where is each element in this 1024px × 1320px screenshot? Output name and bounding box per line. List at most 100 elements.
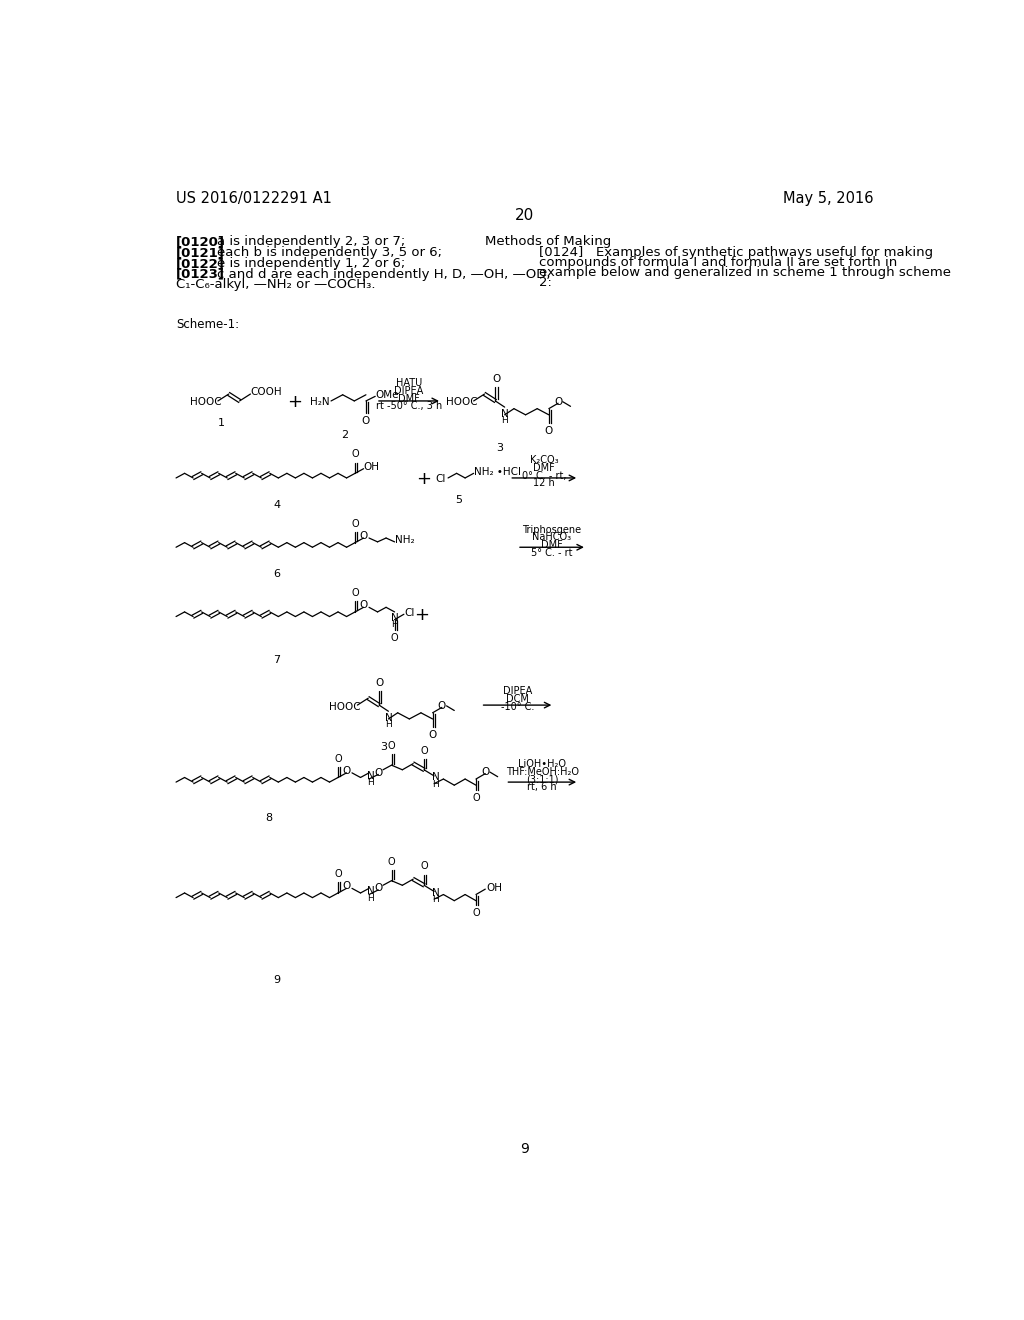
Text: Cl: Cl: [435, 474, 446, 484]
Text: O: O: [388, 742, 395, 751]
Text: NH₂: NH₂: [394, 536, 415, 545]
Text: DMF: DMF: [398, 393, 420, 404]
Text: O: O: [472, 793, 480, 803]
Text: O: O: [376, 678, 384, 688]
Text: DIPEA: DIPEA: [503, 686, 532, 696]
Text: 1: 1: [217, 418, 224, 428]
Text: DMF: DMF: [541, 540, 563, 550]
Text: +: +: [417, 470, 431, 488]
Text: O: O: [351, 519, 358, 529]
Text: 4: 4: [273, 499, 281, 510]
Text: O: O: [545, 425, 553, 436]
Text: rt, 6 h: rt, 6 h: [527, 783, 557, 792]
Text: O: O: [334, 754, 342, 763]
Text: OH: OH: [364, 462, 380, 473]
Text: H: H: [368, 779, 374, 787]
Text: O: O: [420, 746, 428, 756]
Text: 7: 7: [273, 655, 281, 665]
Text: +: +: [415, 606, 429, 624]
Text: H: H: [385, 719, 392, 729]
Text: O: O: [437, 701, 446, 711]
Text: K₂CO₃: K₂CO₃: [529, 455, 558, 465]
Text: 9: 9: [520, 1142, 529, 1156]
Text: compounds of formula I and formula II are set forth in: compounds of formula I and formula II ar…: [539, 256, 897, 269]
Text: N: N: [432, 772, 439, 783]
Text: 0° C. - rt,: 0° C. - rt,: [522, 471, 566, 480]
Text: Scheme-1:: Scheme-1:: [176, 318, 240, 331]
Text: 9: 9: [273, 974, 281, 985]
Text: O: O: [361, 416, 370, 426]
Text: OMe: OMe: [375, 389, 398, 400]
Text: O: O: [351, 450, 358, 459]
Text: LiOH•H₂O: LiOH•H₂O: [518, 759, 566, 770]
Text: N: N: [385, 713, 392, 723]
Text: [0124]   Examples of synthetic pathways useful for making: [0124] Examples of synthetic pathways us…: [539, 246, 933, 259]
Text: N: N: [391, 614, 398, 623]
Text: US 2016/0122291 A1: US 2016/0122291 A1: [176, 190, 332, 206]
Text: +: +: [287, 393, 302, 412]
Text: COOH: COOH: [251, 388, 282, 397]
Text: O: O: [374, 768, 382, 777]
Text: O: O: [554, 397, 562, 407]
Text: Cl: Cl: [403, 607, 415, 618]
Text: O: O: [342, 880, 350, 891]
Text: c and d are each independently H, D, —OH, —OD,: c and d are each independently H, D, —OH…: [217, 268, 551, 281]
Text: HOOC: HOOC: [445, 397, 477, 408]
Text: NaHCO₃: NaHCO₃: [532, 532, 571, 543]
Text: HOOC: HOOC: [190, 397, 221, 408]
Text: H: H: [432, 780, 439, 789]
Text: THF:MeOH:H₂O: THF:MeOH:H₂O: [506, 767, 579, 777]
Text: Triphosgene: Triphosgene: [522, 524, 582, 535]
Text: 3: 3: [380, 742, 387, 752]
Text: C₁-C₆-alkyl, —NH₂ or —COCH₃.: C₁-C₆-alkyl, —NH₂ or —COCH₃.: [176, 277, 376, 290]
Text: O: O: [428, 730, 436, 739]
Text: DIPEA: DIPEA: [394, 385, 424, 396]
Text: O: O: [472, 908, 480, 919]
Text: H: H: [391, 620, 398, 630]
Text: O: O: [492, 374, 501, 384]
Text: DCM: DCM: [506, 694, 528, 704]
Text: -10° C.: -10° C.: [501, 702, 535, 711]
Text: O: O: [359, 601, 368, 610]
Text: Methods of Making: Methods of Making: [485, 235, 611, 248]
Text: [0121]: [0121]: [176, 246, 225, 259]
Text: DMF: DMF: [534, 463, 555, 473]
Text: O: O: [342, 766, 350, 776]
Text: 20: 20: [515, 207, 535, 223]
Text: May 5, 2016: May 5, 2016: [783, 190, 873, 206]
Text: rt -50° C., 3 h: rt -50° C., 3 h: [376, 401, 442, 412]
Text: HATU: HATU: [396, 379, 422, 388]
Text: each b is independently 3, 5 or 6;: each b is independently 3, 5 or 6;: [217, 246, 442, 259]
Text: O: O: [420, 862, 428, 871]
Text: a is independently 2, 3 or 7;: a is independently 2, 3 or 7;: [217, 235, 406, 248]
Text: 6: 6: [273, 569, 281, 578]
Text: O: O: [359, 531, 368, 541]
Text: example below and generalized in scheme 1 through scheme: example below and generalized in scheme …: [539, 267, 950, 280]
Text: 12 h: 12 h: [534, 478, 555, 488]
Text: O: O: [374, 883, 382, 894]
Text: H: H: [432, 895, 439, 904]
Text: O: O: [334, 869, 342, 879]
Text: H: H: [368, 894, 374, 903]
Text: [0120]: [0120]: [176, 235, 225, 248]
Text: O: O: [481, 767, 489, 777]
Text: O: O: [391, 634, 398, 643]
Text: (3:1:1): (3:1:1): [526, 775, 558, 785]
Text: OH: OH: [486, 883, 503, 892]
Text: [0123]: [0123]: [176, 268, 225, 281]
Text: N: N: [432, 888, 439, 898]
Text: HOOC: HOOC: [330, 702, 361, 711]
Text: NH₂ •HCl: NH₂ •HCl: [474, 467, 520, 477]
Text: H₂N: H₂N: [310, 397, 330, 408]
Text: N: N: [501, 409, 509, 418]
Text: 2: 2: [341, 430, 348, 440]
Text: 5° C. - rt: 5° C. - rt: [531, 548, 572, 557]
Text: 2:: 2:: [539, 276, 552, 289]
Text: O: O: [388, 857, 395, 867]
Text: O: O: [351, 589, 358, 598]
Text: N: N: [367, 771, 375, 781]
Text: 8: 8: [265, 813, 272, 822]
Text: 3: 3: [497, 444, 504, 453]
Text: e is independently 1, 2 or 6;: e is independently 1, 2 or 6;: [217, 257, 406, 271]
Text: H: H: [502, 416, 508, 425]
